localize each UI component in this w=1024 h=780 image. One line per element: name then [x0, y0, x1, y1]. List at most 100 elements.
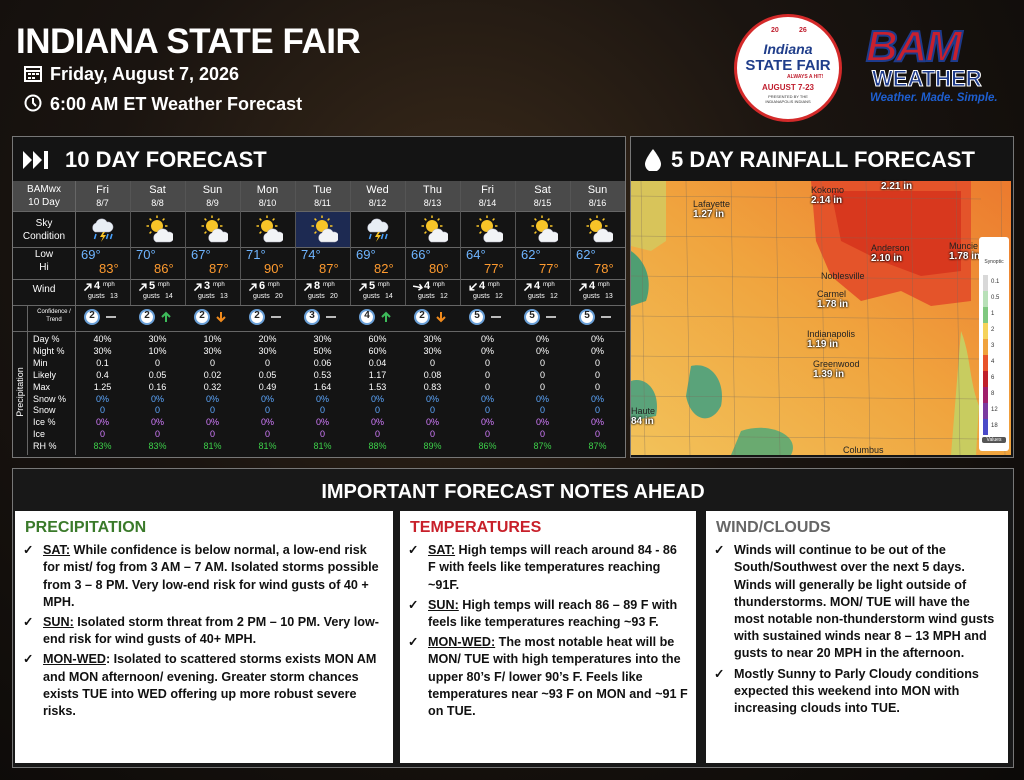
col-divider	[515, 181, 516, 305]
col-divider	[295, 181, 296, 305]
sky-icon	[476, 215, 503, 243]
logo-name-top: Indiana	[763, 41, 813, 57]
day-name: Sun	[587, 184, 608, 196]
col-divider	[350, 181, 351, 305]
wind-arrow	[138, 283, 147, 292]
low-temp: 67°	[191, 247, 211, 262]
precip-value: 0%	[260, 417, 274, 428]
gust-label: gusts	[88, 293, 105, 300]
confidence-circle	[249, 309, 265, 325]
note-label: MON-WED:	[428, 635, 496, 650]
trend-icon	[491, 316, 501, 318]
precip-value: 0%	[590, 393, 604, 404]
day-date: 8/13	[423, 198, 442, 208]
confidence-value: 4	[364, 310, 370, 321]
precip-value: 86%	[478, 441, 497, 452]
wind-arrow	[193, 283, 202, 292]
county-line	[631, 395, 982, 400]
wind-unit: mph	[598, 282, 610, 288]
col-divider	[75, 181, 76, 455]
sky-icon	[256, 215, 283, 243]
hi-temp: 77°	[539, 261, 559, 276]
hi-temp: 83°	[99, 261, 119, 276]
very-light-rain-area	[631, 251, 649, 306]
precip-value: 0%	[315, 417, 329, 428]
precip-value: 30%	[93, 345, 112, 356]
note-label: MON-WED	[43, 652, 106, 667]
clock-icon	[24, 94, 42, 112]
precip-value: 0	[484, 357, 490, 368]
precip-value: 0%	[480, 417, 494, 428]
sky-label: Sky Condition	[22, 218, 66, 242]
sky-icon	[201, 215, 228, 243]
note-text: High temps will reach around 84 - 86 F w…	[428, 543, 677, 592]
precip-value: 0%	[95, 417, 109, 428]
hi-temp: 82°	[374, 261, 394, 276]
precip-value: 60%	[368, 345, 387, 356]
heaviest-rain-area	[831, 191, 961, 276]
note-item: Mostly Sunny to Parly Cloudy conditions …	[714, 666, 1000, 718]
precip-value: 50%	[313, 345, 332, 356]
wind-arrow	[523, 283, 532, 292]
notes-title: IMPORTANT FORECAST NOTES AHEAD	[321, 481, 705, 503]
day-name: Fri	[96, 184, 109, 196]
gust-value: 14	[165, 293, 173, 300]
confidence-circle	[414, 309, 430, 325]
gust-label: gusts	[143, 293, 160, 300]
low-temp: 64°	[466, 247, 486, 262]
precip-value: 0	[594, 357, 600, 368]
precip-value: 83%	[148, 441, 167, 452]
gust-label: gusts	[198, 293, 215, 300]
precip-value: 0%	[150, 417, 164, 428]
precip-value: 0.53	[313, 369, 332, 380]
logo-tagline: ALWAYS A HIT!	[787, 74, 824, 80]
confidence-circle	[194, 309, 210, 325]
wind-speed: 6	[259, 280, 266, 292]
precip-value: 0	[539, 369, 545, 380]
note-item: SUN: Isolated storm threat from 2 PM – 1…	[23, 614, 385, 648]
precip-value: 0%	[590, 417, 604, 428]
rain-amount: 1.19 in	[807, 339, 839, 350]
legend-tick: 1	[991, 311, 995, 317]
precip-value: 89%	[423, 441, 442, 452]
precip-value: 0	[539, 405, 545, 416]
precip-value: 0.02	[203, 369, 222, 380]
precip-value: 0.49	[258, 381, 277, 392]
legend-swatch	[983, 291, 988, 307]
note-label: SUN:	[428, 597, 459, 612]
bam-brand: BAM	[865, 21, 963, 72]
precip-value: 0%	[95, 393, 109, 404]
precip-row-label: Night %	[33, 345, 65, 356]
precip-value: 81%	[203, 441, 222, 452]
legend-tick: 8	[991, 391, 995, 397]
forecast-panel: 10 DAY FORECAST BAMwx 10 Day Sky Condition…	[12, 136, 626, 458]
low-label: Low	[34, 249, 54, 260]
note-text: : Isolated to scattered storms exists MO…	[43, 652, 377, 719]
trend-icon	[326, 316, 336, 318]
rain-amount: 2.10 in	[871, 253, 903, 264]
precip-value: 0	[539, 357, 545, 368]
precip-value: 0	[99, 429, 105, 440]
very-light-rain-area	[731, 427, 793, 455]
precip-row-label: Snow %	[33, 393, 67, 404]
precip-value: 1.64	[313, 381, 332, 392]
county-line	[775, 181, 781, 455]
day-name: Sun	[202, 184, 223, 196]
precip-value: 0.08	[423, 369, 442, 380]
precip-value: 0%	[370, 417, 384, 428]
wind-unit: mph	[268, 282, 280, 288]
precip-value: 0%	[535, 393, 549, 404]
logo-year-bottom: 26	[799, 27, 807, 34]
wind-speed: 4	[589, 280, 596, 292]
precip-value: 0%	[535, 417, 549, 428]
bam-tagline: Weather. Made. Simple.	[870, 92, 998, 104]
confidence-value: 2	[144, 310, 150, 321]
precip-value: 0.83	[423, 381, 442, 392]
wind-arrow	[412, 283, 423, 291]
rain-amount: 1.78 in	[817, 299, 849, 310]
county-line	[640, 181, 646, 455]
note-label: SAT:	[43, 543, 71, 558]
notes-heading: TEMPERATURES	[410, 519, 542, 536]
precip-value: 83%	[93, 441, 112, 452]
